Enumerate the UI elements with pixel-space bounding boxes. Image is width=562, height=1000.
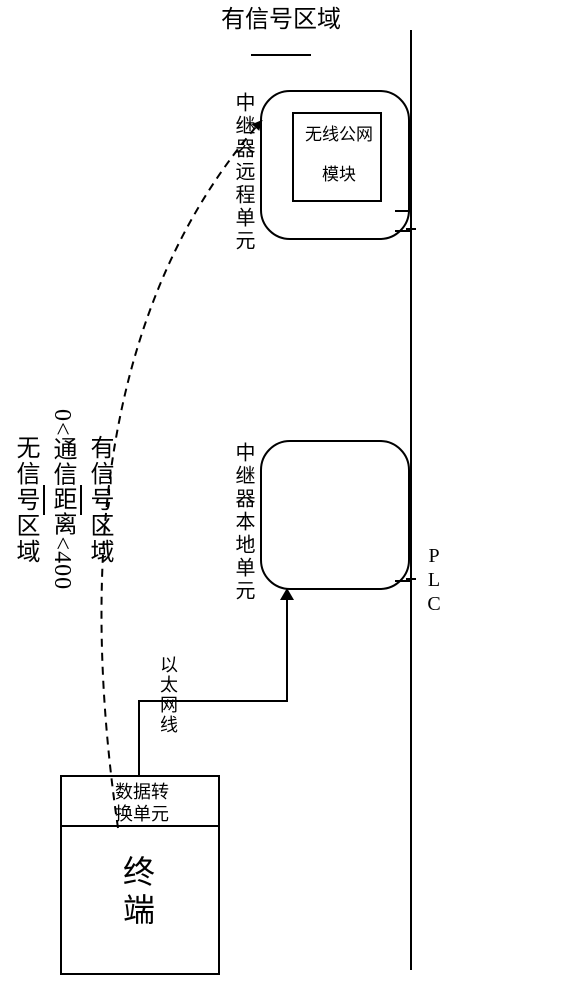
repeater-local-label: 中继器本地单元 [230, 442, 255, 603]
wireless-module-label-2: 模块 [294, 164, 384, 185]
header-segment-right: 有信号区域 [82, 435, 117, 565]
data-conv-label-1: 数据转 [62, 781, 222, 804]
header-rule-1 [80, 485, 82, 515]
remote-to-plc [408, 164, 412, 166]
ethernet-label: 以太网线 [155, 655, 181, 740]
eth-arrowhead [280, 588, 294, 600]
repeater-remote-label: 中继器远程单元 [230, 92, 255, 253]
terminal-label: 终端 [117, 855, 157, 931]
remote-plc-tap [392, 200, 412, 220]
data-conv-label-2: 换单元 [62, 803, 222, 826]
local-plc-link [395, 580, 412, 582]
header-divider [251, 54, 311, 56]
remote-plc-link [395, 230, 412, 232]
repeater-remote-node: 无线公网 模块 [260, 90, 410, 240]
data-conv-node: 数据转 换单元 [60, 775, 220, 827]
repeater-local-node [260, 440, 410, 590]
terminal-node: 终端 [60, 825, 220, 975]
wireless-module-label-1: 无线公网 [294, 124, 384, 145]
header-left: 有信号区域 [221, 7, 341, 33]
plc-label: PLC [422, 545, 445, 617]
local-plc-tick [406, 578, 416, 580]
header-segment-left: 无信号区域 [8, 435, 43, 565]
eth-seg-1 [138, 700, 140, 775]
header-rule-2 [43, 485, 45, 515]
remote-plc-tick [406, 228, 416, 230]
header-segment-mid: 0<通信距离<400 [45, 409, 80, 590]
plc-line [410, 30, 412, 970]
wireless-module: 无线公网 模块 [292, 112, 382, 202]
eth-seg-3 [286, 588, 288, 702]
